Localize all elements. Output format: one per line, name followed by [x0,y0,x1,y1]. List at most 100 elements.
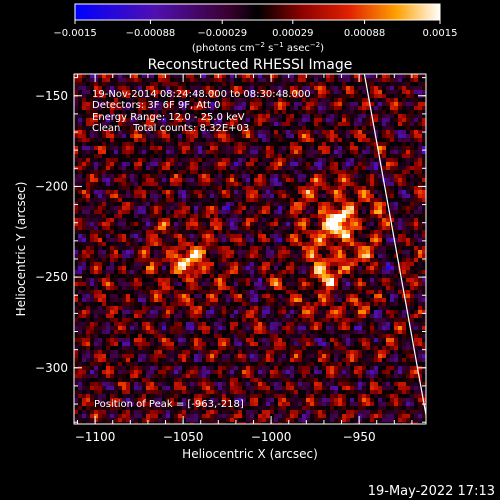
heatmap-cell [290,286,295,291]
heatmap-cell [398,194,403,199]
heatmap-cell [282,242,287,247]
heatmap-cell [346,214,351,219]
heatmap-cell [166,278,171,283]
heatmap-cell [230,126,235,131]
heatmap-cell [334,98,339,103]
heatmap-cell [254,178,259,183]
heatmap-cell [278,274,283,279]
heatmap-cell [78,154,83,159]
heatmap-cell [262,278,267,283]
heatmap-cell [174,282,179,287]
heatmap-cell [158,74,163,79]
heatmap-cell [322,202,327,207]
heatmap-cell [86,186,91,191]
heatmap-cell [378,130,383,135]
heatmap-cell [250,138,255,143]
heatmap-cell [146,142,151,147]
heatmap-cell [354,258,359,263]
heatmap-cell [270,246,275,251]
heatmap-cell [210,202,215,207]
heatmap-cell [274,262,279,267]
heatmap-cell [134,118,139,123]
heatmap-cell [166,178,171,183]
heatmap-cell [226,122,231,127]
heatmap-cell [214,194,219,199]
heatmap-cell [178,222,183,227]
heatmap-cell [334,246,339,251]
heatmap-cell [290,222,295,227]
heatmap-cell [318,138,323,143]
heatmap-cell [254,190,259,195]
heatmap-cell [362,286,367,291]
heatmap-cell [298,218,303,223]
heatmap-cell [150,110,155,115]
heatmap-cell [206,210,211,215]
heatmap-cell [74,78,79,83]
heatmap-cell [386,146,391,151]
heatmap-cell [206,150,211,155]
heatmap-cell [162,82,167,87]
heatmap-cell [222,206,227,211]
heatmap-cell [154,194,159,199]
heatmap-cell [146,282,151,287]
heatmap-cell [230,206,235,211]
heatmap-cell [198,126,203,131]
heatmap-cell [198,246,203,251]
heatmap-cell [118,102,123,107]
heatmap-cell [90,98,95,103]
heatmap-cell [354,122,359,127]
heatmap-cell [386,270,391,275]
heatmap-cell [370,218,375,223]
heatmap-cell [266,258,271,263]
heatmap-cell [198,218,203,223]
heatmap-cell [414,238,419,243]
heatmap-cell [230,226,235,231]
heatmap-cell [130,170,135,175]
heatmap-cell [98,110,103,115]
heatmap-cell [310,226,315,231]
heatmap-cell [358,182,363,187]
heatmap-cell [394,186,399,191]
heatmap-cell [194,270,199,275]
heatmap-cell [326,86,331,91]
heatmap-cell [82,158,87,163]
heatmap-cell [238,270,243,275]
heatmap-cell [134,170,139,175]
heatmap-cell [90,90,95,95]
heatmap-cell [298,282,303,287]
heatmap-cell [202,154,207,159]
heatmap-cell [178,82,183,87]
heatmap-cell [130,162,135,167]
heatmap-cell [306,90,311,95]
heatmap-cell [406,118,411,123]
heatmap-cell [382,122,387,127]
heatmap-cell [162,278,167,283]
heatmap-cell [314,174,319,179]
heatmap-cell [234,210,239,215]
heatmap-cell [234,290,239,295]
heatmap-cell [290,106,295,111]
heatmap-cell [282,114,287,119]
heatmap-cell [250,178,255,183]
heatmap-cell [326,186,331,191]
heatmap-cell [190,294,195,299]
heatmap-cell [222,174,227,179]
heatmap-cell [162,194,167,199]
heatmap-cell [326,150,331,155]
heatmap-cell [186,278,191,283]
heatmap-cell [350,106,355,111]
heatmap-cell [374,230,379,235]
heatmap-cell [138,262,143,267]
heatmap-cell [182,218,187,223]
heatmap-cell [382,254,387,259]
heatmap-cell [90,102,95,107]
heatmap-cell [258,74,263,79]
heatmap-cell [270,226,275,231]
heatmap-cell [206,174,211,179]
heatmap-cell [126,130,131,135]
heatmap-cell [98,298,103,303]
heatmap-cell [410,286,415,291]
heatmap-cell [262,274,267,279]
heatmap-cell [330,262,335,267]
heatmap-cell [234,182,239,187]
